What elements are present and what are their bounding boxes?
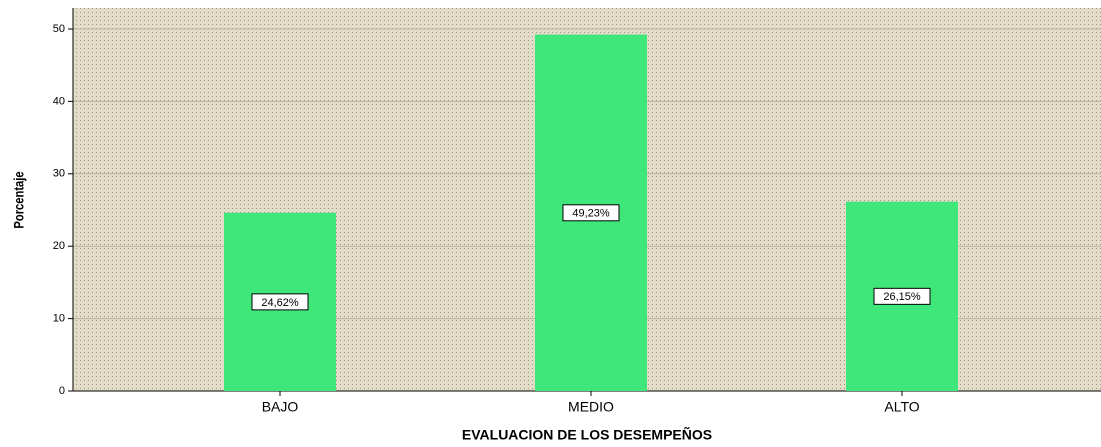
y-tick-label: 40 [53, 95, 65, 107]
value-label-box [562, 204, 620, 222]
value-label: 24,62% [261, 297, 299, 309]
y-tick-label: 50 [53, 23, 65, 35]
value-label-box [251, 293, 309, 311]
x-tick-label: MEDIO [568, 399, 614, 415]
value-label: 26,15% [883, 291, 921, 303]
x-tick-label: BAJO [262, 399, 299, 415]
value-label-box [873, 287, 931, 305]
x-axis-title: EVALUACION DE LOS DESEMPEÑOS [462, 426, 712, 443]
y-tick-label: 0 [59, 385, 65, 397]
value-label: 49,23% [572, 208, 610, 220]
x-tick-label: ALTO [884, 399, 919, 415]
y-tick-label: 10 [53, 313, 65, 325]
y-tick-label: 20 [53, 240, 65, 252]
y-tick-label: 30 [53, 168, 65, 180]
y-axis-title: Porcentaje [12, 171, 27, 228]
